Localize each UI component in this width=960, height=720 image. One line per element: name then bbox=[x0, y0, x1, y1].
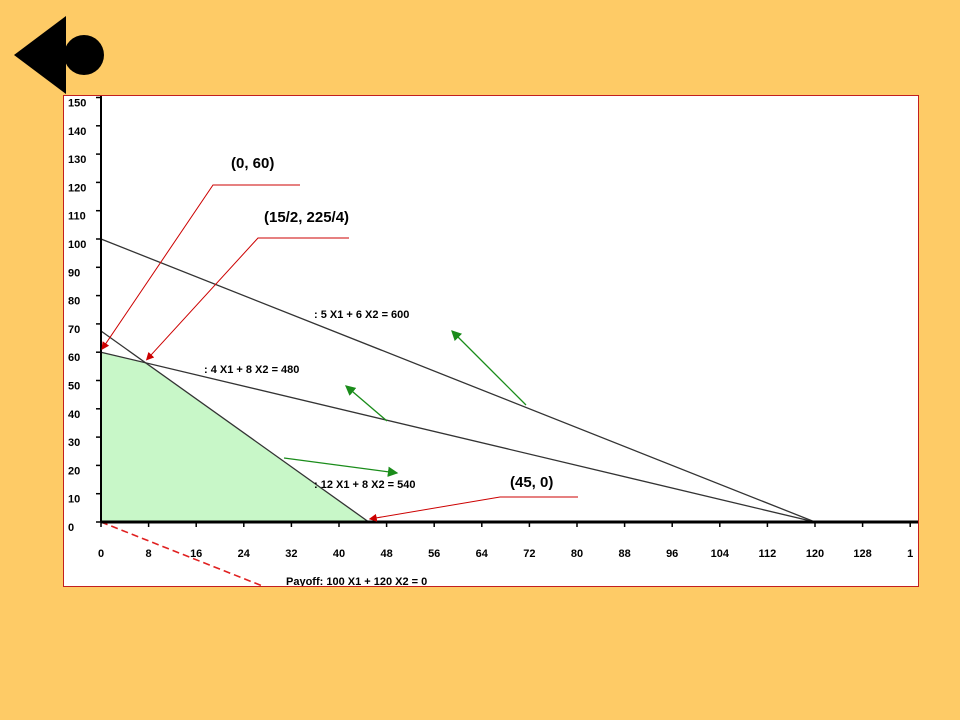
x-tick-label: 80 bbox=[571, 548, 583, 560]
y-tick-label: 60 bbox=[68, 352, 80, 364]
vertex-label-0-60: (0, 60) bbox=[231, 155, 275, 172]
y-tick-label: 140 bbox=[68, 126, 86, 138]
payoff-line bbox=[100, 521, 265, 586]
constraint-equation-3: : 12 X1 + 8 X2 = 540 bbox=[314, 479, 416, 491]
constraint-line-2 bbox=[100, 351, 816, 523]
gradient-arrow bbox=[451, 330, 527, 406]
back-navigation-icon[interactable] bbox=[12, 14, 104, 96]
x-tick-label: 56 bbox=[428, 548, 440, 560]
x-tick-label: 128 bbox=[853, 548, 871, 560]
y-tick-label: 130 bbox=[68, 154, 86, 166]
x-tick-label: 88 bbox=[618, 548, 630, 560]
x-tick-label: 32 bbox=[285, 548, 297, 560]
y-tick-label: 90 bbox=[68, 267, 80, 279]
x-tick-label: 72 bbox=[523, 548, 535, 560]
x-tick-label: 48 bbox=[380, 548, 392, 560]
x-tick-label: 120 bbox=[806, 548, 824, 560]
y-tick-label: 80 bbox=[68, 296, 80, 308]
feasible-region bbox=[101, 352, 369, 522]
constraint-equation-2: : 4 X1 + 8 X2 = 480 bbox=[204, 364, 299, 376]
x-tick-label: 40 bbox=[333, 548, 345, 560]
y-tick-label: 100 bbox=[68, 239, 86, 251]
y-tick-label: 150 bbox=[68, 98, 86, 110]
y-tick-label: 50 bbox=[68, 381, 80, 393]
constraint-equation-1: : 5 X1 + 6 X2 = 600 bbox=[314, 309, 409, 321]
y-tick-label: 0 bbox=[68, 522, 74, 534]
y-tick-label: 30 bbox=[68, 437, 80, 449]
gradient-arrow bbox=[283, 457, 399, 477]
y-tick-label: 20 bbox=[68, 465, 80, 477]
vertex-label-15-2-225-4: (15/2, 225/4) bbox=[264, 209, 350, 226]
y-tick-label: 40 bbox=[68, 409, 80, 421]
x-tick-label: 0 bbox=[98, 548, 104, 560]
y-tick-label: 10 bbox=[68, 494, 80, 506]
gradient-arrow bbox=[345, 385, 388, 422]
x-tick-label: 24 bbox=[238, 548, 251, 560]
x-tick-label: 104 bbox=[711, 548, 730, 560]
x-tick-label: 112 bbox=[759, 548, 777, 560]
constraint-line-3 bbox=[100, 330, 370, 523]
x-tick-label: 1 bbox=[907, 548, 913, 560]
y-tick-label: 120 bbox=[68, 182, 86, 194]
x-tick-label: 96 bbox=[666, 548, 678, 560]
vertex-label-45-0: (45, 0) bbox=[510, 474, 554, 491]
x-tick-label: 64 bbox=[476, 548, 489, 560]
x-tick-label: 8 bbox=[146, 548, 152, 560]
x-tick-label: 16 bbox=[190, 548, 202, 560]
y-tick-label: 110 bbox=[68, 211, 86, 223]
y-tick-label: 70 bbox=[68, 324, 80, 336]
payoff-equation: Payoff: 100 X1 + 120 X2 = 0 bbox=[286, 576, 427, 587]
